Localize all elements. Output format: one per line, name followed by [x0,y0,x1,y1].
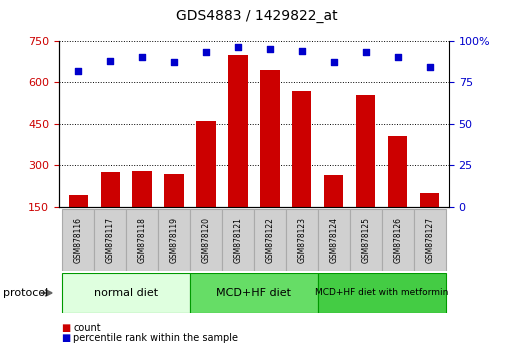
Bar [126,209,158,271]
Point [106,58,114,63]
Bar [254,209,286,271]
Bar [101,172,120,249]
Text: GSM878118: GSM878118 [137,217,147,263]
Bar [356,95,376,249]
Text: GSM878127: GSM878127 [425,217,434,263]
Text: percentile rank within the sample: percentile rank within the sample [73,333,239,343]
Bar [318,273,446,313]
Text: ■: ■ [62,323,71,333]
Point [138,55,146,60]
Text: normal diet: normal diet [94,288,158,298]
Bar [388,136,407,249]
Text: MCD+HF diet with metformin: MCD+HF diet with metformin [315,289,448,297]
Bar [196,121,215,249]
Point [393,55,402,60]
Text: protocol: protocol [3,288,48,298]
Text: GSM878121: GSM878121 [233,217,243,263]
Bar [158,209,190,271]
Text: GSM878116: GSM878116 [74,217,83,263]
Bar [190,273,318,313]
Bar [94,209,126,271]
Bar [228,55,248,249]
Bar [382,209,413,271]
Bar [318,209,350,271]
Text: MCD+HF diet: MCD+HF diet [216,288,291,298]
Bar [62,209,94,271]
Bar [132,171,152,249]
Point [170,59,178,65]
Text: GSM878120: GSM878120 [202,217,210,263]
Point [74,68,82,74]
Point [234,45,242,50]
Text: GSM878123: GSM878123 [298,217,306,263]
Bar [222,209,254,271]
Text: count: count [73,323,101,333]
Bar [190,209,222,271]
Point [266,46,274,52]
Point [202,50,210,55]
Bar [69,195,88,249]
Bar [260,70,280,249]
Bar [324,175,343,249]
Point [298,48,306,53]
Bar [286,209,318,271]
Text: GSM878122: GSM878122 [265,217,274,263]
Bar [420,193,439,249]
Text: GSM878119: GSM878119 [169,217,179,263]
Point [362,50,370,55]
Text: GSM878125: GSM878125 [361,217,370,263]
Bar [165,174,184,249]
Point [330,59,338,65]
Point [426,64,434,70]
Text: GSM878126: GSM878126 [393,217,402,263]
Text: GDS4883 / 1429822_at: GDS4883 / 1429822_at [175,9,338,23]
Text: GSM878124: GSM878124 [329,217,339,263]
Text: GSM878117: GSM878117 [106,217,114,263]
Bar [413,209,446,271]
Bar [292,91,311,249]
Text: ■: ■ [62,333,71,343]
Bar [62,273,190,313]
Bar [350,209,382,271]
